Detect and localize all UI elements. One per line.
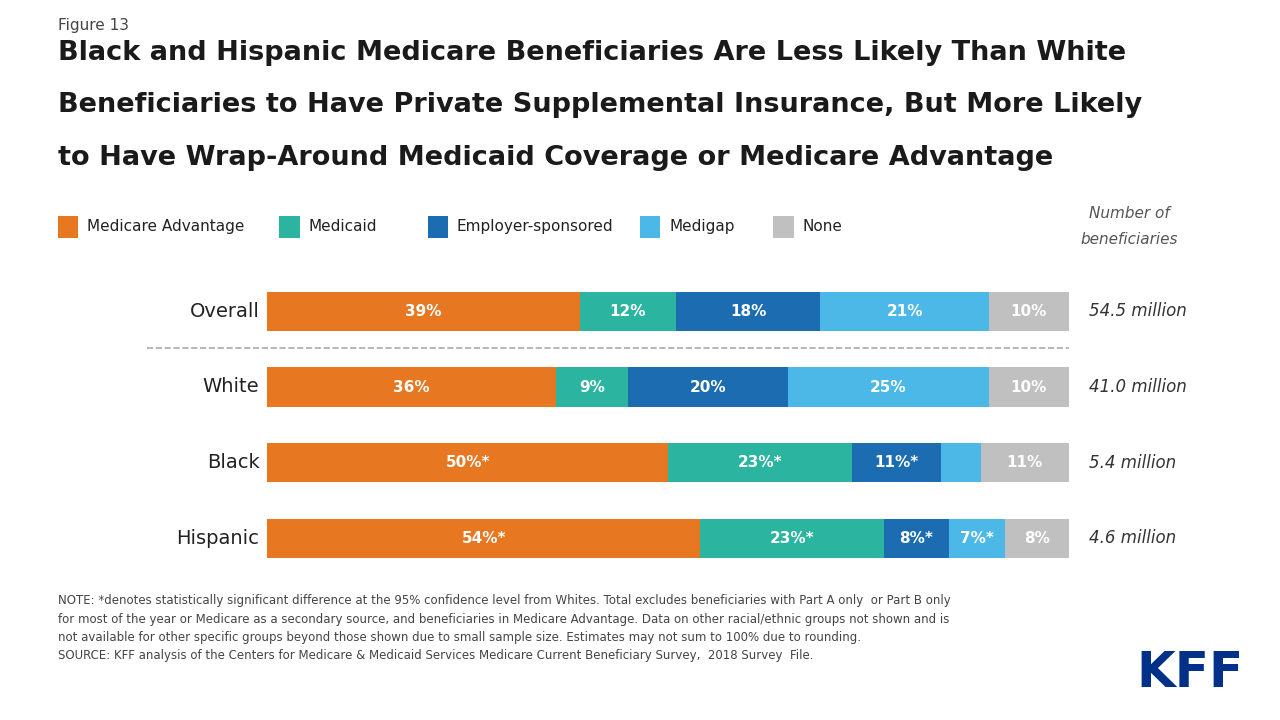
Text: 18%: 18% [730, 304, 767, 319]
Bar [580, 292, 676, 331]
Text: 20%: 20% [690, 379, 727, 395]
Bar [980, 443, 1069, 482]
Text: 9%: 9% [579, 379, 605, 395]
Text: None: None [803, 220, 842, 234]
Bar [988, 367, 1069, 407]
Bar [268, 518, 700, 558]
Text: 39%: 39% [406, 304, 442, 319]
Bar [941, 443, 980, 482]
Bar [676, 292, 820, 331]
Text: 8%: 8% [1024, 531, 1050, 546]
Bar [820, 292, 988, 331]
Bar [1005, 518, 1069, 558]
Text: Medigap: Medigap [669, 220, 735, 234]
Text: Black: Black [206, 453, 260, 472]
Text: 50%*: 50%* [445, 455, 490, 470]
Text: 7%*: 7%* [960, 531, 993, 546]
Text: to Have Wrap-Around Medicaid Coverage or Medicare Advantage: to Have Wrap-Around Medicaid Coverage or… [58, 145, 1053, 171]
Bar [884, 518, 948, 558]
Text: 25%: 25% [870, 379, 906, 395]
Bar [948, 518, 1005, 558]
Text: 12%: 12% [609, 304, 646, 319]
Text: 36%: 36% [393, 379, 430, 395]
Text: Beneficiaries to Have Private Supplemental Insurance, But More Likely: Beneficiaries to Have Private Supplement… [58, 92, 1142, 118]
Text: Black and Hispanic Medicare Beneficiaries Are Less Likely Than White: Black and Hispanic Medicare Beneficiarie… [58, 40, 1125, 66]
Bar [668, 443, 852, 482]
Text: 5.4 million: 5.4 million [1089, 454, 1176, 472]
Text: 54%*: 54%* [462, 531, 506, 546]
Text: KFF: KFF [1137, 649, 1244, 697]
Text: 41.0 million: 41.0 million [1089, 378, 1187, 396]
Text: 23%*: 23%* [739, 455, 782, 470]
Text: Medicare Advantage: Medicare Advantage [87, 220, 244, 234]
Text: Medicaid: Medicaid [308, 220, 378, 234]
Text: 23%*: 23%* [771, 531, 814, 546]
Text: 54.5 million: 54.5 million [1089, 302, 1187, 320]
Text: NOTE: *denotes statistically significant difference at the 95% confidence level : NOTE: *denotes statistically significant… [58, 594, 950, 662]
Text: 10%: 10% [1010, 379, 1047, 395]
Text: 10%: 10% [1010, 304, 1047, 319]
Bar [988, 292, 1069, 331]
Text: Overall: Overall [189, 302, 260, 321]
Bar [788, 367, 988, 407]
Text: 8%*: 8%* [900, 531, 933, 546]
Bar [700, 518, 884, 558]
Text: 11%*: 11%* [874, 455, 919, 470]
Bar [268, 443, 668, 482]
Text: White: White [202, 377, 260, 397]
Text: 11%: 11% [1006, 455, 1043, 470]
Bar [852, 443, 941, 482]
Text: Figure 13: Figure 13 [58, 18, 128, 33]
Text: beneficiaries: beneficiaries [1080, 233, 1178, 247]
Bar [268, 367, 556, 407]
Text: Hispanic: Hispanic [177, 528, 260, 548]
Text: 21%: 21% [886, 304, 923, 319]
Bar [556, 367, 628, 407]
Bar [268, 292, 580, 331]
Bar [628, 367, 788, 407]
Text: Number of: Number of [1088, 207, 1170, 221]
Text: Employer-sponsored: Employer-sponsored [457, 220, 613, 234]
Text: 4.6 million: 4.6 million [1089, 529, 1176, 547]
